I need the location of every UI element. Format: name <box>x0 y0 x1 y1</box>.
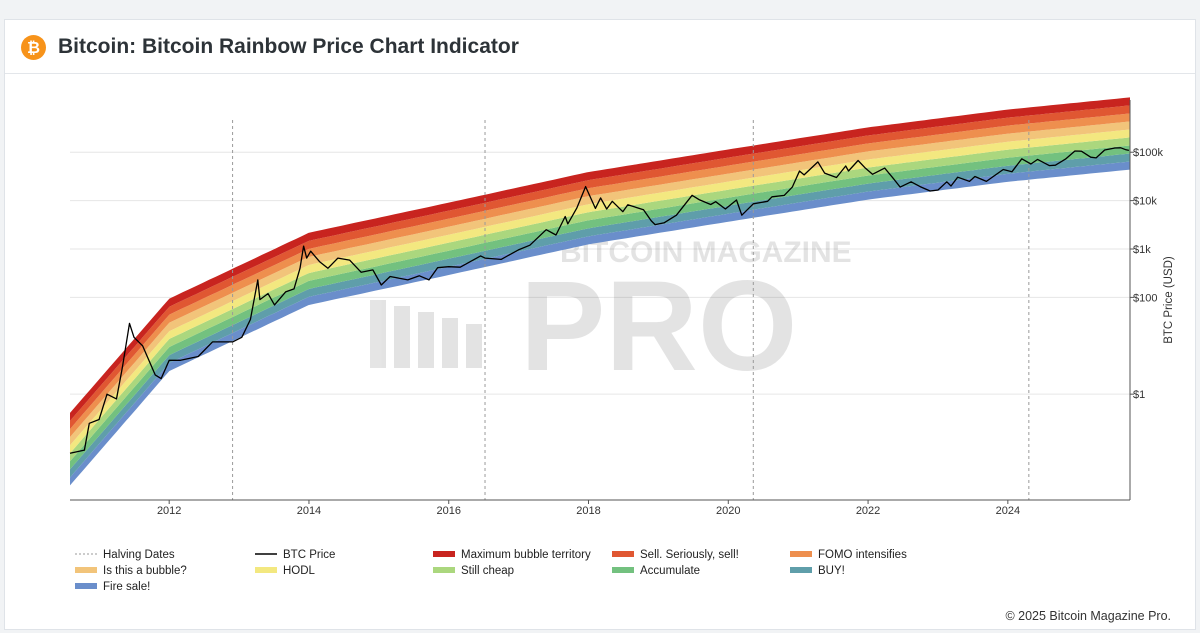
legend-swatch <box>255 567 277 573</box>
legend-label: Halving Dates <box>103 549 175 561</box>
y-tick-label: $1 <box>1133 389 1145 401</box>
legend-item: HODL <box>255 565 316 577</box>
watermark-pro-text: PRO <box>520 255 797 398</box>
card-header: ₿ Bitcoin: Bitcoin Rainbow Price Chart I… <box>5 20 1195 74</box>
x-tick-label: 2022 <box>856 505 880 517</box>
legend-item: BUY! <box>790 565 845 577</box>
legend-swatch <box>75 583 97 589</box>
x-tick-label: 2018 <box>576 505 600 517</box>
watermark-stripe <box>442 318 458 368</box>
legend-swatch <box>612 551 634 557</box>
watermark-stripe <box>466 324 482 368</box>
legend-swatch <box>433 551 455 557</box>
legend-label: BTC Price <box>283 549 335 561</box>
y-axis-title: BTC Price (USD) <box>1163 256 1175 344</box>
y-tick-label: $10k <box>1133 196 1157 208</box>
legend-label: Is this a bubble? <box>103 565 187 577</box>
watermark-stripe <box>418 312 434 368</box>
legend-label: FOMO intensifies <box>818 549 907 561</box>
watermark-top-text: BITCOIN MAGAZINE <box>560 236 852 269</box>
legend-label: BUY! <box>818 565 845 577</box>
legend-item: Halving Dates <box>75 549 175 561</box>
legend-item: Is this a bubble? <box>75 565 187 577</box>
page-title: Bitcoin: Bitcoin Rainbow Price Chart Ind… <box>58 35 519 58</box>
legend-label: Maximum bubble territory <box>461 549 591 561</box>
legend-label: Sell. Seriously, sell! <box>640 549 739 561</box>
x-tick-label: 2014 <box>297 505 321 517</box>
legend-swatch <box>433 567 455 573</box>
legend: Halving Dates BTC Price Maximum bubble ter… <box>75 549 907 593</box>
legend-label: Accumulate <box>640 565 700 577</box>
legend-item: FOMO intensifies <box>790 549 907 561</box>
y-tick-label: $1k <box>1133 244 1151 256</box>
y-tick-label: $100 <box>1133 292 1157 304</box>
watermark-stripe <box>394 306 410 368</box>
legend-item: BTC Price <box>255 549 335 561</box>
x-tick-label: 2020 <box>716 505 740 517</box>
legend-label: HODL <box>283 565 316 577</box>
legend-swatch <box>790 551 812 557</box>
watermark-stripe <box>370 300 386 368</box>
legend-label: Fire sale! <box>103 581 150 593</box>
legend-item: Still cheap <box>433 565 514 577</box>
legend-swatch <box>790 567 812 573</box>
legend-item: Sell. Seriously, sell! <box>612 549 739 561</box>
legend-swatch <box>612 567 634 573</box>
copyright-text: © 2025 Bitcoin Magazine Pro. <box>1005 609 1171 623</box>
bitcoin-icon: ₿ <box>21 35 46 60</box>
legend-label: Still cheap <box>461 565 514 577</box>
legend-item: Accumulate <box>612 565 700 577</box>
legend-swatch <box>75 567 97 573</box>
x-tick-label: 2012 <box>157 505 181 517</box>
y-tick-label: $100k <box>1133 147 1163 159</box>
legend-item: Fire sale! <box>75 581 150 593</box>
btc-price-line <box>69 147 1130 454</box>
legend-item: Maximum bubble territory <box>433 549 591 561</box>
x-tick-label: 2016 <box>436 505 460 517</box>
x-tick-label: 2024 <box>996 505 1020 517</box>
